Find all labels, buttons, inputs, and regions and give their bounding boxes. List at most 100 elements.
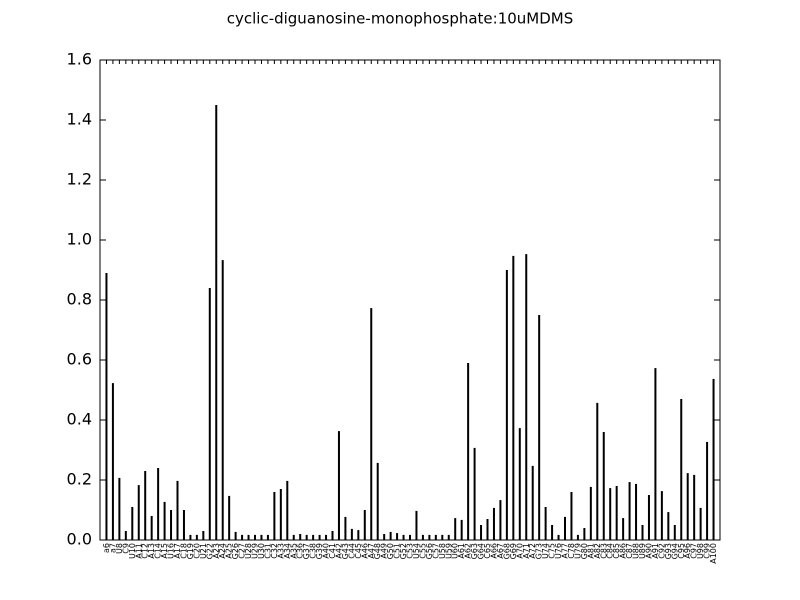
bar: [182, 510, 185, 540]
bar: [706, 441, 709, 540]
x-tick-label: C78: [567, 543, 576, 559]
x-tick-label: C9: [121, 543, 130, 554]
bar: [299, 534, 302, 540]
x-tick-label: A15: [160, 543, 169, 559]
bar: [428, 534, 431, 540]
bar: [609, 488, 612, 540]
x-tick-label: A100: [709, 543, 718, 564]
x-tick-label: C92: [657, 543, 666, 559]
x-tick-label: A13: [147, 543, 156, 559]
x-tick-label: A33: [276, 543, 285, 559]
x-tick-label: G93: [664, 543, 673, 559]
x-tick-label: C38: [309, 543, 318, 559]
bar: [454, 518, 457, 540]
x-tick-label: C45: [354, 543, 363, 559]
bar: [344, 516, 347, 540]
x-tick-label: G50: [386, 543, 395, 559]
x-tick-label: C51: [393, 543, 402, 559]
x-tick-label: A70: [515, 543, 524, 559]
x-tick-label: C57: [431, 543, 440, 559]
x-tick-label: C95: [677, 543, 686, 559]
bar: [105, 273, 108, 540]
x-tick-label: G64: [477, 543, 486, 559]
bar: [137, 485, 140, 540]
bar: [544, 507, 547, 540]
bar: [486, 519, 489, 540]
x-tick-label: G94: [670, 543, 679, 559]
chart-title: cyclic-diguanosine-monophosphate:10uMDMS: [227, 10, 574, 28]
x-tick-label: U88: [632, 543, 641, 559]
x-tick-label: A90: [644, 543, 653, 559]
bar: [325, 534, 328, 540]
x-tick-label: U89: [638, 543, 647, 559]
bar: [402, 534, 405, 540]
bar: [641, 525, 644, 540]
x-tick-label: A25: [225, 543, 234, 559]
bar: [150, 516, 153, 540]
bar: [157, 468, 160, 540]
bar: [441, 534, 444, 540]
bar: [260, 534, 263, 540]
bar: [202, 531, 205, 540]
x-tick-label: U60: [451, 543, 460, 559]
x-tick-label: A17: [173, 543, 182, 559]
x-tick-label: A77: [561, 543, 570, 559]
bar: [163, 501, 166, 540]
bar: [473, 447, 476, 540]
x-tick-label: G69: [509, 543, 518, 559]
y-tick-label: 1.6: [67, 50, 92, 69]
x-tick-label: U54: [412, 543, 421, 559]
bar: [266, 534, 269, 540]
x-tick-label: U16: [167, 543, 176, 559]
x-tick-label: U30: [257, 543, 266, 559]
bar: [712, 378, 715, 540]
x-tick-label: U29: [251, 543, 260, 559]
bar: [525, 254, 528, 540]
bar: [396, 533, 399, 540]
bar: [570, 492, 573, 540]
x-tick-label: G43: [341, 543, 350, 559]
bar: [615, 486, 618, 540]
x-tick-label: C41: [328, 543, 337, 559]
bar: [415, 510, 418, 540]
x-tick-label: A47: [367, 543, 376, 559]
x-tick-label: A40: [322, 543, 331, 559]
bar: [363, 510, 366, 540]
bar: [195, 534, 198, 540]
x-tick-label: G80: [580, 543, 589, 559]
x-tick-label: C65: [483, 543, 492, 559]
bar: [576, 534, 579, 540]
bar: [357, 530, 360, 540]
x-tick-label: G73: [535, 543, 544, 559]
x-tick-label: A66: [489, 543, 498, 559]
bar: [538, 315, 541, 540]
y-tick-label: 1.2: [67, 170, 92, 189]
x-tick-label: C99: [703, 543, 712, 559]
x-tick-label: A24: [218, 543, 227, 559]
bar: [467, 363, 470, 540]
bar: [208, 288, 211, 540]
bar: [551, 525, 554, 540]
x-tick-label: U98: [696, 543, 705, 559]
x-tick-label: U59: [444, 543, 453, 559]
x-tick-label: A91: [651, 543, 660, 559]
x-tick-label: G56: [425, 543, 434, 559]
bar: [447, 534, 450, 540]
x-tick-label: C84: [606, 543, 615, 559]
x-tick-label: U28: [244, 543, 253, 559]
x-tick-label: C53: [406, 543, 415, 559]
x-tick-label: G22: [205, 543, 214, 559]
x-tick-label: G37: [302, 543, 311, 559]
x-tick-label: A46: [360, 543, 369, 559]
bar: [409, 534, 411, 540]
bar: [189, 534, 192, 540]
bar: [660, 491, 663, 540]
bar: [512, 255, 515, 540]
x-tick-label: C75: [548, 543, 557, 559]
bar: [628, 482, 631, 540]
x-tick-label: C55: [418, 543, 427, 559]
x-tick-label: A86: [619, 543, 628, 559]
plot-frame: [99, 59, 721, 541]
x-tick-label: U8: [115, 543, 124, 554]
x-tick-label: C20: [192, 543, 201, 559]
